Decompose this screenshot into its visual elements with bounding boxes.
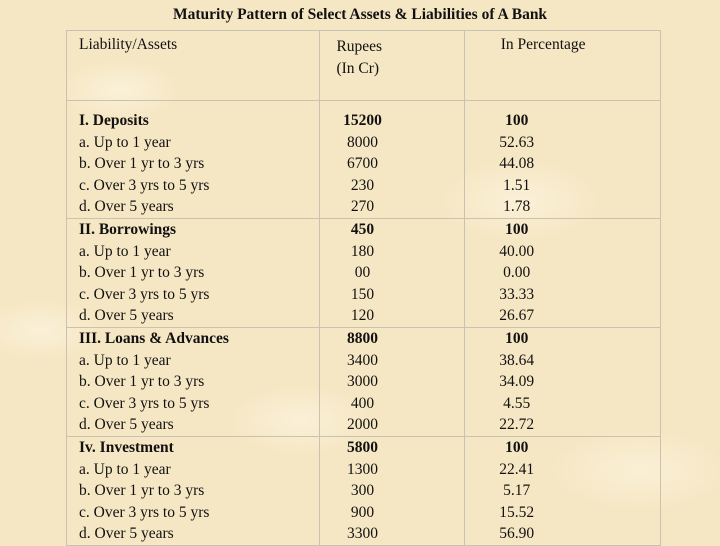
table-group: Iv. Investment a. Up to 1 year b. Over 1 y… [65,435,662,546]
group-heading-label: I. Deposits [79,112,149,129]
row-percent: 34.09 [499,373,535,391]
header-rupees-line2: (In Cr) [336,60,380,77]
row-percent: 0.00 [503,264,531,282]
row-percent: 5.17 [503,482,531,500]
group-heading-label: Iv. Investment [79,438,174,456]
row-rupees: 8000 [346,133,378,151]
row-percent: 4.55 [503,394,531,412]
group-percent: 100 38.64 34.09 4.55 22.72 [463,326,662,437]
row-label: a. Up to 1 year [79,133,171,151]
row-label: c. Over 3 yrs to 5 yrs [79,176,210,194]
group-heading-label: II. Borrowings [79,220,177,238]
group-rupees: 8800 3400 3000 400 2000 [319,326,465,437]
row-rupees: 00 [354,264,371,282]
row-percent: 22.41 [499,460,535,478]
row-rupees: 180 [350,242,375,260]
row-rupees: 120 [350,307,375,325]
row-percent: 38.64 [499,351,535,369]
row-rupees: 230 [350,176,375,194]
group-rupees: 450 180 00 150 120 [319,217,465,328]
row-label: c. Over 3 yrs to 5 yrs [79,503,210,521]
table-group: I. Deposits a. Up to 1 year b. Over 1 yr t… [65,100,662,219]
row-percent: 15.52 [499,503,535,521]
group-heading-rupees: 450 [350,220,375,238]
group-rupees: 15200 8000 6700 230 270 [319,100,465,219]
header-liability-assets: Liability/Assets [65,30,321,101]
row-label: d. Over 5 years [79,198,174,216]
row-rupees: 6700 [346,155,378,173]
group-percent: 100 52.63 44.08 1.51 1.78 [463,100,662,219]
row-rupees: 150 [350,285,375,303]
row-rupees: 1300 [346,460,378,478]
group-labels: III. Loans & Advances a. Up to 1 year b. O… [65,326,321,437]
table-header-row: Liability/Assets Rupees (In Cr) In Perce… [65,30,662,101]
row-rupees: 2000 [346,416,378,434]
row-percent: 44.08 [499,155,535,173]
row-rupees: 300 [350,482,375,500]
row-label: b. Over 1 yr to 3 yrs [79,482,205,500]
header-rupees-line1: Rupees [336,38,383,55]
group-heading-percent: 100 [505,112,529,129]
row-rupees: 3400 [346,351,378,369]
table-group: III. Loans & Advances a. Up to 1 year b. O… [65,326,662,437]
table-body: I. Deposits a. Up to 1 year b. Over 1 yr t… [65,100,662,546]
group-heading-rupees: 8800 [346,329,378,347]
row-label: a. Up to 1 year [79,351,171,369]
row-rupees: 3300 [346,525,378,543]
header-percentage: In Percentage [463,30,662,101]
row-label: d. Over 5 years [79,525,174,543]
group-heading-label: III. Loans & Advances [79,329,229,347]
table-group: II. Borrowings a. Up to 1 year b. Over 1 y… [65,217,662,328]
row-percent: 22.72 [499,416,535,434]
header-rupees: Rupees (In Cr) [319,30,465,101]
row-percent: 40.00 [499,242,535,260]
row-label: b. Over 1 yr to 3 yrs [79,155,205,173]
group-percent: 100 22.41 5.17 15.52 56.90 [463,435,662,546]
group-heading-percent: 100 [505,220,529,238]
group-labels: II. Borrowings a. Up to 1 year b. Over 1 y… [65,217,321,328]
row-percent: 33.33 [499,285,535,303]
row-percent: 1.78 [503,198,531,216]
row-label: c. Over 3 yrs to 5 yrs [79,285,210,303]
group-rupees: 5800 1300 300 900 3300 [319,435,465,546]
row-rupees: 3000 [346,373,378,391]
row-label: d. Over 5 years [79,307,174,325]
row-rupees: 270 [350,198,375,216]
row-rupees: 900 [350,503,375,521]
row-label: d. Over 5 years [79,416,174,434]
group-heading-percent: 100 [505,329,529,347]
group-labels: Iv. Investment a. Up to 1 year b. Over 1 y… [65,435,321,546]
row-percent: 56.90 [499,525,535,543]
group-heading-rupees: 15200 [343,112,382,129]
group-labels: I. Deposits a. Up to 1 year b. Over 1 yr t… [65,100,321,219]
row-percent: 26.67 [499,307,535,325]
row-label: b. Over 1 yr to 3 yrs [79,373,205,391]
row-percent: 1.51 [503,176,531,194]
row-percent: 52.63 [499,133,535,151]
row-rupees: 400 [350,394,375,412]
row-label: a. Up to 1 year [79,460,171,478]
row-label: c. Over 3 yrs to 5 yrs [79,394,210,412]
group-percent: 100 40.00 0.00 33.33 26.67 [463,217,662,328]
row-label: a. Up to 1 year [79,242,171,260]
maturity-table: Liability/Assets Rupees (In Cr) In Perce… [65,30,662,546]
group-heading-percent: 100 [505,438,529,456]
row-label: b. Over 1 yr to 3 yrs [79,264,205,282]
page-title: Maturity Pattern of Select Assets & Liab… [172,6,548,23]
group-heading-rupees: 5800 [346,438,378,456]
